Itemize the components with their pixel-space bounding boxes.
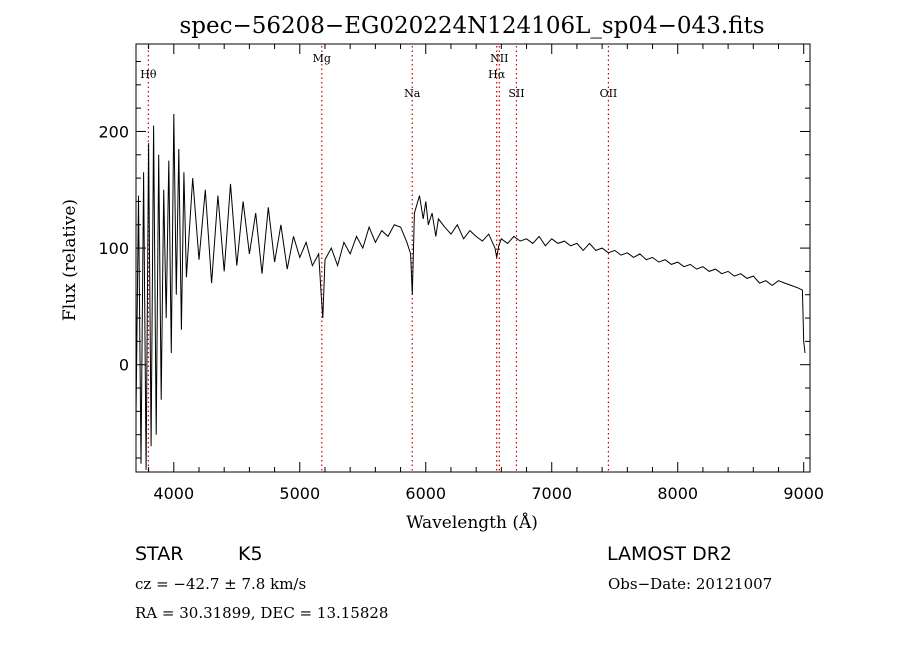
- chart-title: spec−56208−EG020224N124106L_sp04−043.fit…: [179, 13, 764, 39]
- plot-frame: [135, 43, 811, 473]
- spectral-line-label: Mg: [313, 52, 331, 65]
- observation-date: Obs−Date: 20121007: [608, 575, 773, 593]
- x-tick-label: 8000: [657, 484, 698, 503]
- y-axis-label: Flux (relative): [60, 199, 80, 321]
- x-axis-label: Wavelength (Å): [406, 512, 538, 533]
- x-tick-label: 5000: [279, 484, 320, 503]
- spectral-line-label: Hα: [488, 68, 506, 81]
- x-tick-label: 9000: [783, 484, 824, 503]
- survey-name: LAMOST DR2: [607, 543, 732, 565]
- x-tick-label: 6000: [405, 484, 446, 503]
- spectral-line-label: SII: [508, 87, 524, 100]
- spectral-subclass: K5: [238, 543, 263, 565]
- object-type: STAR: [135, 543, 184, 565]
- y-tick-label: 200: [98, 122, 129, 141]
- spectrum-series-line: [135, 113, 806, 470]
- spectral-line-label: OII: [600, 87, 618, 100]
- redshift-readout: cz = −42.7 ± 7.8 km/s: [135, 575, 307, 593]
- y-tick-label: 100: [98, 239, 129, 258]
- y-tick-label: 0: [119, 356, 129, 375]
- x-tick-label: 4000: [153, 484, 194, 503]
- spectral-line-label: Hθ: [140, 68, 157, 81]
- axis-ticks: 4000 5000 6000 7000 8000 9000 0 100 200: [98, 44, 824, 503]
- spectral-line-label: Na: [404, 87, 421, 100]
- spectral-line-label: NII: [490, 52, 508, 65]
- x-tick-label: 7000: [531, 484, 572, 503]
- coordinates-readout: RA = 30.31899, DEC = 13.15828: [135, 604, 389, 622]
